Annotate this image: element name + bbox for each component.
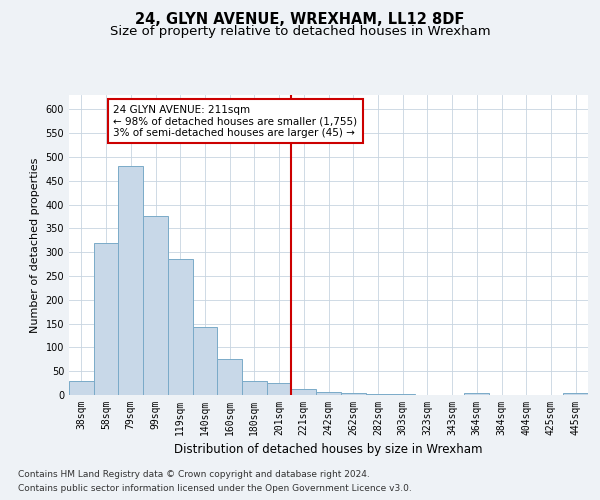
Bar (69, 380, 94, 395)
Bar (267, 383, 292, 395)
Bar (242, 380, 267, 395)
Bar (316, 392, 341, 395)
Bar (94, 242, 118, 395)
Bar (390, 394, 415, 395)
Bar (118, 166, 143, 395)
Text: Size of property relative to detached houses in Wrexham: Size of property relative to detached ho… (110, 25, 490, 38)
Bar (193, 327, 217, 395)
Text: Contains HM Land Registry data © Crown copyright and database right 2024.: Contains HM Land Registry data © Crown c… (18, 470, 370, 479)
X-axis label: Distribution of detached houses by size in Wrexham: Distribution of detached houses by size … (174, 444, 483, 456)
Bar (292, 389, 316, 395)
Text: 24 GLYN AVENUE: 211sqm
← 98% of detached houses are smaller (1,755)
3% of semi-d: 24 GLYN AVENUE: 211sqm ← 98% of detached… (113, 104, 358, 138)
Text: Contains public sector information licensed under the Open Government Licence v3: Contains public sector information licen… (18, 484, 412, 493)
Bar (168, 260, 193, 395)
Bar (464, 393, 489, 395)
Bar (365, 394, 390, 395)
Y-axis label: Number of detached properties: Number of detached properties (30, 158, 40, 332)
Bar (143, 216, 168, 395)
Text: 24, GLYN AVENUE, WREXHAM, LL12 8DF: 24, GLYN AVENUE, WREXHAM, LL12 8DF (136, 12, 464, 28)
Bar (217, 359, 242, 395)
Bar (563, 393, 588, 395)
Bar (341, 392, 365, 395)
